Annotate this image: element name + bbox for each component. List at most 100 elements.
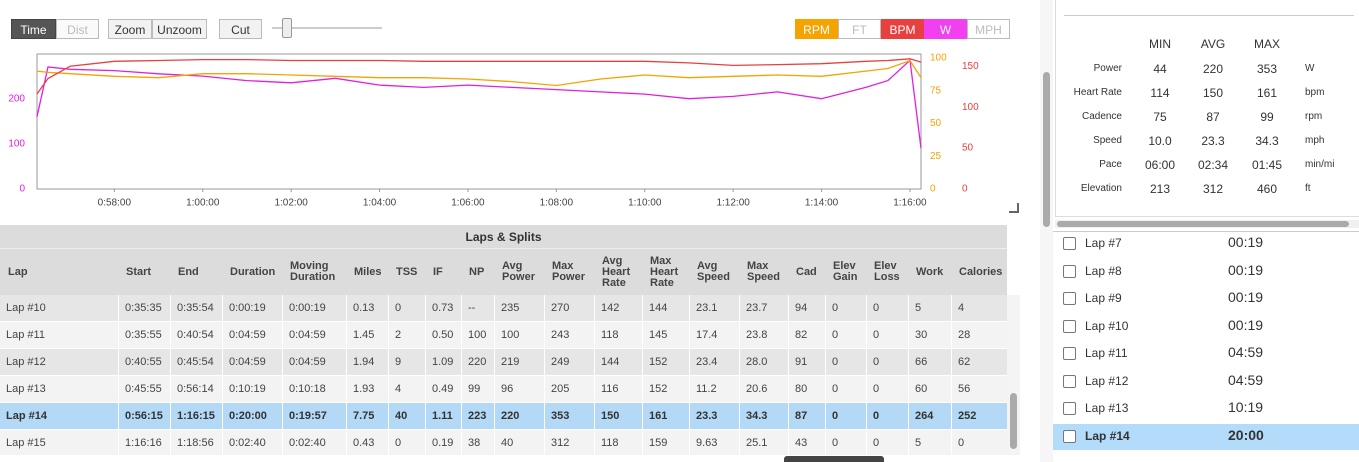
table-cell: 0.73	[425, 295, 461, 322]
lap-list-item[interactable]: Lap #11 04:59	[1053, 341, 1359, 367]
column-header-text: NP	[469, 265, 485, 278]
table-cell: 66	[908, 349, 951, 376]
table-cell: 0	[825, 403, 866, 430]
table-cell: 91	[788, 349, 825, 376]
table-cell: 99	[461, 376, 494, 403]
table-cell: 30	[908, 322, 951, 349]
lap-list-item[interactable]: Lap #14 20:00	[1053, 423, 1359, 450]
table-cell: 0	[825, 376, 866, 403]
table-row[interactable]: Lap #15 1:16:16 1:18:56 0:02:40 0:02:40 0.43 0…	[0, 430, 1007, 455]
lap-list-item[interactable]: Lap #8 00:19	[1053, 259, 1359, 285]
series-toggle[interactable]: FT	[838, 19, 881, 39]
x-tick-label: 1:10:00	[628, 198, 662, 209]
panel-scrollbar[interactable]	[1040, 0, 1053, 462]
lap-list-item[interactable]: Lap #9 00:19	[1053, 286, 1359, 312]
table-cell: 0:04:59	[282, 322, 346, 349]
table-cell: 100	[461, 322, 494, 349]
checkbox[interactable]	[1063, 429, 1076, 443]
lap-label: Lap #14	[1085, 428, 1130, 443]
plot-frame	[36, 53, 922, 190]
table-cell: 118	[594, 430, 642, 455]
table-cell: 0	[866, 403, 908, 430]
column-header: IF	[433, 249, 459, 295]
y-tick-label: 100	[8, 138, 25, 149]
column-header-text: End	[178, 265, 199, 278]
checkbox[interactable]	[1063, 347, 1076, 360]
series-toggle[interactable]: W	[924, 19, 967, 39]
x-tick-label: 1:14:00	[805, 198, 839, 209]
lap-list-item[interactable]: Lap #10 00:19	[1053, 314, 1359, 340]
table-cell: 11.2	[689, 376, 739, 403]
checkbox[interactable]	[1063, 237, 1076, 250]
table-cell: 152	[642, 349, 689, 376]
checkbox[interactable]	[1063, 374, 1076, 388]
table-cell: 60	[908, 376, 951, 403]
table-cell: Lap #13	[6, 383, 46, 395]
x-tick-label: 0:58:00	[98, 198, 132, 209]
table-row[interactable]: Lap #10 0:35:35 0:35:54 0:00:19 0:00:19 0.13 0…	[0, 295, 1007, 322]
h-scrollbar[interactable]	[1055, 220, 1359, 228]
series-toggle[interactable]: RPM	[795, 19, 838, 39]
slider-thumb[interactable]	[282, 18, 292, 38]
table-cell: 312	[544, 430, 594, 455]
table-cell: 0	[866, 349, 908, 376]
scroll-thumb[interactable]	[1057, 221, 1349, 227]
table-cell: 34.3	[739, 403, 788, 430]
lap-list-item[interactable]: Lap #13 10:19	[1053, 396, 1359, 422]
lap-list-item[interactable]: Lap #12 04:59	[1053, 369, 1359, 395]
toolbar-button[interactable]: Cut	[219, 19, 262, 39]
checkbox[interactable]	[1063, 292, 1076, 305]
table-cell: 0.49	[425, 376, 461, 403]
column-header-text: Max Heart Rate	[650, 254, 679, 289]
table-cell: 0.13	[346, 295, 388, 322]
checkbox[interactable]	[1063, 402, 1076, 415]
table-cell: 0:35:35	[118, 295, 170, 322]
stats-value: 02:34	[1197, 158, 1229, 172]
table-row[interactable]: Lap #14 0:56:15 1:16:15 0:20:00 0:19:57 7.75 4…	[0, 403, 1007, 430]
table-cell: 252	[951, 403, 1007, 430]
lap-label: Lap #10	[1085, 318, 1129, 333]
stats-column-header: MAX	[1253, 37, 1280, 51]
divider	[0, 248, 1007, 249]
table-cell: 0:56:15	[118, 403, 170, 430]
stats-value: 06:00	[1144, 158, 1176, 172]
column-header-text: Avg Heart Rate	[602, 254, 631, 289]
table-cell: 0:04:59	[222, 322, 282, 349]
series-toggle[interactable]: BPM	[881, 19, 924, 39]
toolbar-button[interactable]: Unzoom	[152, 19, 207, 39]
table-scrollbar[interactable]	[1007, 295, 1020, 455]
table-cell: 0:10:19	[222, 376, 282, 403]
lap-time: 00:19	[1228, 316, 1264, 333]
lap-label: Lap #9	[1085, 291, 1122, 305]
table-cell: 0	[825, 322, 866, 349]
table-row[interactable]: Lap #12 0:40:55 0:45:54 0:04:59 0:04:59 1.94 9…	[0, 349, 1007, 376]
y-tick-label: 0	[930, 184, 936, 195]
scroll-thumb[interactable]	[1010, 393, 1017, 449]
lap-label: Lap #13	[1085, 401, 1129, 415]
stats-panel	[1055, 0, 1359, 217]
table-cell: 144	[642, 295, 689, 322]
table-row[interactable]: Lap #11 0:35:55 0:40:54 0:04:59 0:04:59 1.45 2…	[0, 322, 1007, 349]
table-cell: 205	[544, 376, 594, 403]
series-toggle[interactable]: MPH	[967, 19, 1010, 39]
table-cell: 56	[951, 376, 1007, 403]
stats-label: Cadence	[1081, 111, 1122, 122]
scroll-thumb[interactable]	[1043, 72, 1050, 227]
slider-track[interactable]	[272, 27, 382, 29]
table-row[interactable]: Lap #13 0:45:55 0:56:14 0:10:19 0:10:18 1.93 4…	[0, 376, 1007, 403]
column-header-text: Elev Gain	[833, 260, 858, 283]
column-header: NP	[469, 249, 492, 295]
checkbox[interactable]	[1063, 319, 1076, 333]
table-cell: 43	[788, 430, 825, 455]
stats-unit: mph	[1305, 135, 1325, 146]
scroll-thumb[interactable]	[784, 456, 884, 462]
column-header: Start	[126, 249, 168, 295]
table-cell: Lap #14	[6, 410, 47, 422]
column-header-text: Max Power	[552, 260, 586, 283]
toolbar-button[interactable]: Zoom	[108, 19, 152, 39]
toolbar-button[interactable]: Time	[11, 19, 56, 39]
lap-list-item[interactable]: Lap #7 00:19	[1053, 231, 1359, 257]
toolbar-button[interactable]: Dist	[56, 19, 99, 39]
checkbox[interactable]	[1063, 264, 1076, 278]
table-cell: Lap #10	[6, 302, 46, 314]
